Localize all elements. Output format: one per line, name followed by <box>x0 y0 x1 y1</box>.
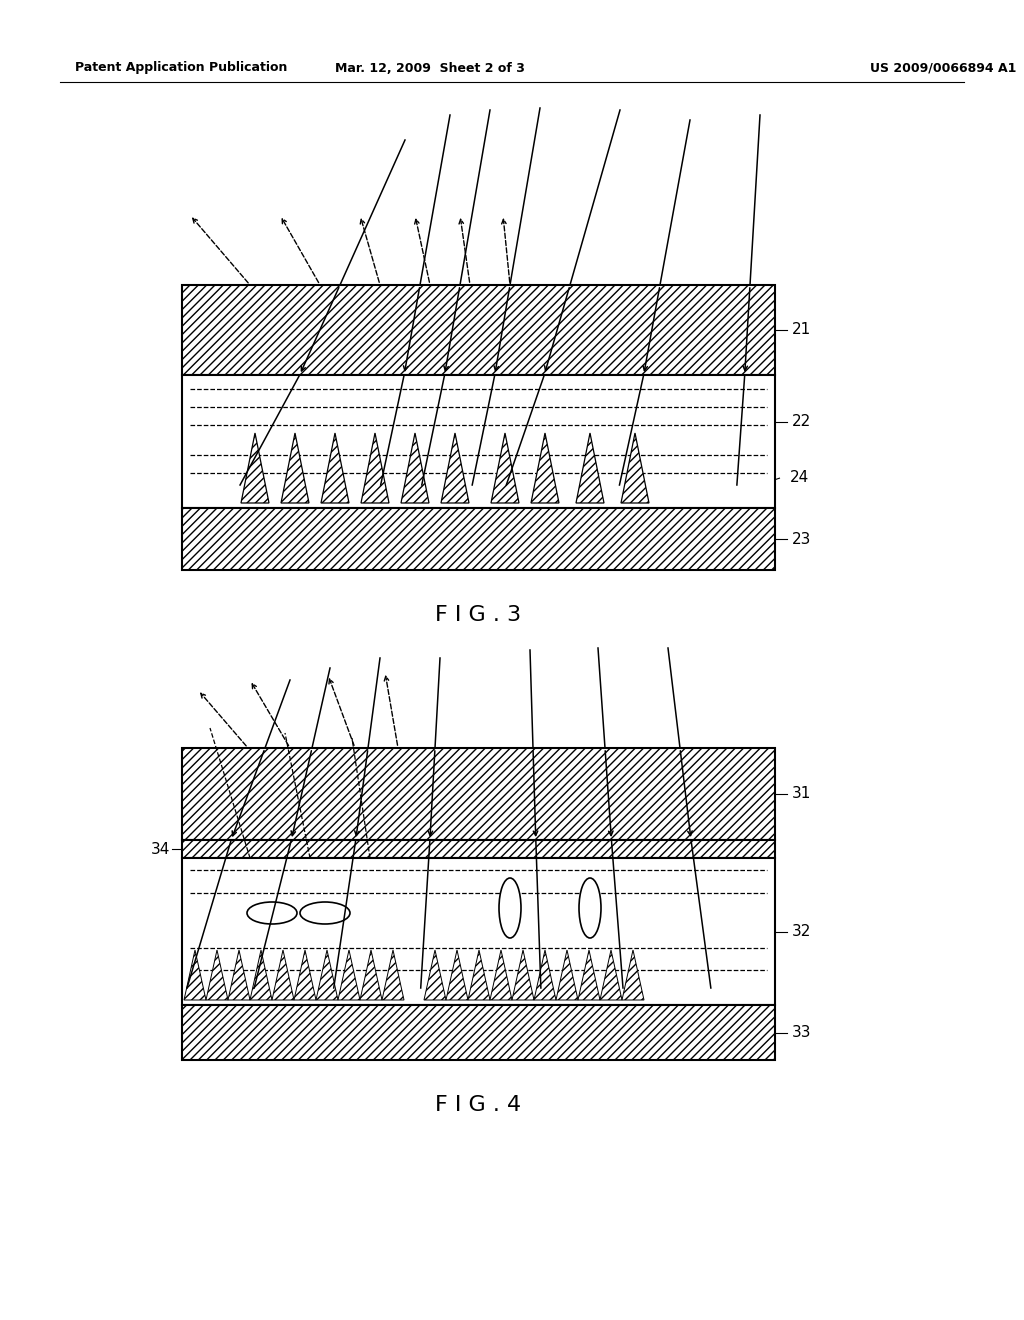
Polygon shape <box>316 950 338 1001</box>
Bar <box>182 858 775 1005</box>
Polygon shape <box>338 950 360 1001</box>
Bar <box>182 285 775 375</box>
Polygon shape <box>578 950 600 1001</box>
Text: 32: 32 <box>792 924 811 939</box>
Polygon shape <box>622 950 644 1001</box>
Polygon shape <box>490 950 512 1001</box>
Text: 33: 33 <box>792 1026 811 1040</box>
Polygon shape <box>281 433 309 503</box>
Polygon shape <box>600 950 622 1001</box>
Polygon shape <box>250 950 272 1001</box>
Text: 23: 23 <box>792 532 811 546</box>
Polygon shape <box>272 950 294 1001</box>
Text: 21: 21 <box>792 322 811 338</box>
Polygon shape <box>512 950 534 1001</box>
Text: 34: 34 <box>151 842 170 857</box>
Polygon shape <box>241 433 269 503</box>
Polygon shape <box>468 950 490 1001</box>
Polygon shape <box>401 433 429 503</box>
Text: 24: 24 <box>790 470 809 486</box>
Polygon shape <box>228 950 250 1001</box>
Ellipse shape <box>247 902 297 924</box>
Polygon shape <box>424 950 446 1001</box>
Polygon shape <box>184 950 206 1001</box>
Text: F I G . 4: F I G . 4 <box>435 1096 521 1115</box>
Polygon shape <box>294 950 316 1001</box>
Polygon shape <box>556 950 578 1001</box>
Polygon shape <box>441 433 469 503</box>
Polygon shape <box>382 950 404 1001</box>
Polygon shape <box>575 433 604 503</box>
Polygon shape <box>360 950 382 1001</box>
Bar <box>182 1005 775 1060</box>
Bar <box>182 508 775 570</box>
Bar <box>182 748 775 840</box>
Ellipse shape <box>300 902 350 924</box>
Text: Patent Application Publication: Patent Application Publication <box>75 62 288 74</box>
Polygon shape <box>206 950 228 1001</box>
Text: Mar. 12, 2009  Sheet 2 of 3: Mar. 12, 2009 Sheet 2 of 3 <box>335 62 525 74</box>
Bar <box>182 840 775 858</box>
Text: 22: 22 <box>792 414 811 429</box>
Polygon shape <box>361 433 389 503</box>
Polygon shape <box>621 433 649 503</box>
Polygon shape <box>534 950 556 1001</box>
Text: 31: 31 <box>792 787 811 801</box>
Polygon shape <box>321 433 349 503</box>
Bar <box>182 375 775 508</box>
Polygon shape <box>446 950 468 1001</box>
Polygon shape <box>531 433 559 503</box>
Polygon shape <box>490 433 519 503</box>
Ellipse shape <box>499 878 521 939</box>
Text: US 2009/0066894 A1: US 2009/0066894 A1 <box>870 62 1017 74</box>
Ellipse shape <box>579 878 601 939</box>
Text: F I G . 3: F I G . 3 <box>435 605 521 624</box>
